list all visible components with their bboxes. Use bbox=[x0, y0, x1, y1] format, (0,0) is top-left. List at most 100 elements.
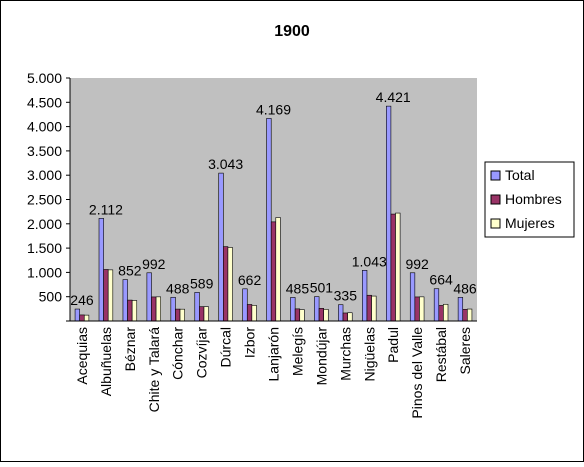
bar-mujeres-cozvijar bbox=[203, 306, 209, 322]
bar-mujeres-beznar bbox=[131, 300, 138, 322]
bar-mujeres-pinos-del-valle bbox=[419, 296, 425, 322]
legend-label-mujeres: Mujeres bbox=[505, 215, 555, 231]
bar-total-albunuelas bbox=[98, 218, 104, 322]
data-label-beznar: 852 bbox=[118, 263, 142, 279]
bar-hombres-pinos-del-valle bbox=[414, 296, 420, 322]
data-label-izbor: 662 bbox=[238, 272, 262, 288]
x-tick-label-albunuelas: Albuñuelas bbox=[98, 327, 114, 396]
bar-hombres-durcal bbox=[223, 246, 229, 322]
bar-hombres-izbor bbox=[246, 304, 253, 322]
y-axis: 500 1.000 1.500 2.000 2.500 3.000 3.500 4.000 4.… bbox=[27, 70, 71, 322]
bar-mujeres-conchar bbox=[179, 308, 185, 322]
bar-hombres-albunuelas bbox=[103, 269, 109, 322]
bar-mujeres-durcal bbox=[227, 247, 233, 322]
y-tick-label: 4.500 bbox=[27, 94, 62, 110]
x-tick-label-melegis: Melegís bbox=[289, 327, 305, 376]
bar-hombres-restabal bbox=[438, 305, 444, 322]
bar-hombres-lanjaron bbox=[270, 221, 277, 322]
data-label-mondujar: 501 bbox=[310, 280, 334, 296]
bar-total-murchas bbox=[338, 304, 344, 322]
bar-total-lanjaron bbox=[266, 118, 272, 322]
bar-mujeres-albunuelas bbox=[107, 269, 114, 322]
bar-mujeres-acequias bbox=[83, 314, 90, 322]
legend: Total Hombres Mujeres bbox=[484, 161, 575, 238]
bar-hombres-melegis bbox=[294, 308, 301, 322]
bar-hombres-saleres bbox=[462, 309, 468, 322]
y-tick-label: 3.000 bbox=[27, 167, 62, 183]
y-tick-label: 1.500 bbox=[27, 240, 62, 256]
bar-hombres-murchas bbox=[342, 312, 348, 322]
x-tick-label-murchas: Murchas bbox=[337, 327, 353, 381]
x-axis: Acequias Albuñuelas Béznar Chite y Talará Có… bbox=[70, 320, 477, 419]
y-tick-label: 5.000 bbox=[27, 70, 62, 86]
bar-hombres-acequias bbox=[79, 314, 85, 322]
bar-hombres-mondujar bbox=[318, 308, 324, 322]
data-label-chite-y-talara: 992 bbox=[142, 256, 166, 272]
data-label-cozvijar: 589 bbox=[190, 275, 214, 291]
bar-total-durcal bbox=[218, 172, 224, 322]
data-label-niguelas: 1.043 bbox=[352, 253, 387, 269]
bar-total-conchar bbox=[170, 296, 176, 322]
bar-mujeres-chite-y-talara bbox=[155, 296, 161, 322]
x-tick-label-padul: Padul bbox=[385, 327, 401, 363]
x-tick-label-durcal: Dúrcal bbox=[218, 327, 234, 367]
x-tick-label-niguelas: Nigüelas bbox=[361, 327, 377, 381]
bar-mujeres-melegis bbox=[299, 309, 305, 322]
x-tick-label-conchar: Cónchar bbox=[170, 327, 186, 380]
legend-label-total: Total bbox=[505, 167, 535, 183]
y-tick-label: 2.500 bbox=[27, 192, 62, 208]
bar-total-pinos-del-valle bbox=[409, 272, 416, 322]
data-label-acequias: 246 bbox=[70, 292, 94, 308]
bar-mujeres-lanjaron bbox=[275, 217, 281, 322]
bar-total-padul bbox=[386, 105, 392, 322]
y-tick-label: 500 bbox=[39, 289, 63, 305]
legend-label-hombres: Hombres bbox=[505, 191, 562, 207]
x-tick-label-izbor: Izbor bbox=[242, 327, 258, 358]
y-tick-label: 4.000 bbox=[27, 119, 62, 135]
bar-total-acequias bbox=[74, 308, 80, 322]
x-tick-label-mondujar: Mondújar bbox=[313, 327, 329, 386]
bar-mujeres-mondujar bbox=[323, 308, 329, 322]
bar-total-niguelas bbox=[362, 270, 368, 322]
data-label-durcal: 3.043 bbox=[208, 156, 243, 172]
data-label-saleres: 486 bbox=[453, 280, 477, 296]
bar-mujeres-niguelas bbox=[371, 295, 377, 322]
data-label-padul: 4.421 bbox=[376, 89, 411, 105]
data-label-murchas: 335 bbox=[334, 288, 358, 304]
bar-mujeres-murchas bbox=[347, 312, 353, 322]
bar-mujeres-izbor bbox=[251, 305, 257, 322]
data-label-melegis: 485 bbox=[286, 280, 310, 296]
y-tick-label: 3.500 bbox=[27, 143, 62, 159]
x-tick-label-acequias: Acequias bbox=[74, 327, 90, 385]
bar-total-restabal bbox=[433, 288, 440, 322]
data-label-pinos-del-valle: 992 bbox=[405, 256, 429, 272]
x-tick-label-lanjaron: Lanjarón bbox=[266, 327, 282, 382]
y-tick-label: 2.000 bbox=[27, 216, 62, 232]
data-label-conchar: 488 bbox=[166, 280, 190, 296]
bar-mujeres-saleres bbox=[467, 308, 473, 322]
x-tick-label-beznar: Béznar bbox=[122, 327, 138, 372]
x-tick-label-saleres: Saleres bbox=[457, 327, 473, 374]
chart-title: 1900 bbox=[274, 23, 310, 40]
x-tick-label-chite-y-talara: Chite y Talará bbox=[146, 327, 162, 413]
data-label-albunuelas: 2.112 bbox=[89, 201, 123, 217]
bar-hombres-chite-y-talara bbox=[151, 296, 157, 322]
x-tick-label-restabal: Restábal bbox=[433, 327, 449, 382]
bar-hombres-conchar bbox=[175, 308, 181, 322]
bar-total-chite-y-talara bbox=[146, 272, 152, 322]
bar-total-mondujar bbox=[314, 296, 320, 322]
bar-hombres-padul bbox=[390, 213, 396, 322]
bar-mujeres-padul bbox=[395, 212, 401, 322]
x-tick-label-cozvijar: Cozvíjar bbox=[194, 327, 210, 379]
data-label-restabal: 664 bbox=[429, 272, 453, 288]
bar-total-melegis bbox=[290, 297, 296, 322]
bar-total-beznar bbox=[122, 279, 128, 322]
bar-total-izbor bbox=[242, 288, 248, 322]
legend-swatch-total bbox=[490, 170, 501, 181]
legend-swatch-hombres bbox=[490, 194, 501, 205]
bar-total-saleres bbox=[457, 297, 464, 322]
bar-total-cozvijar bbox=[194, 292, 200, 322]
